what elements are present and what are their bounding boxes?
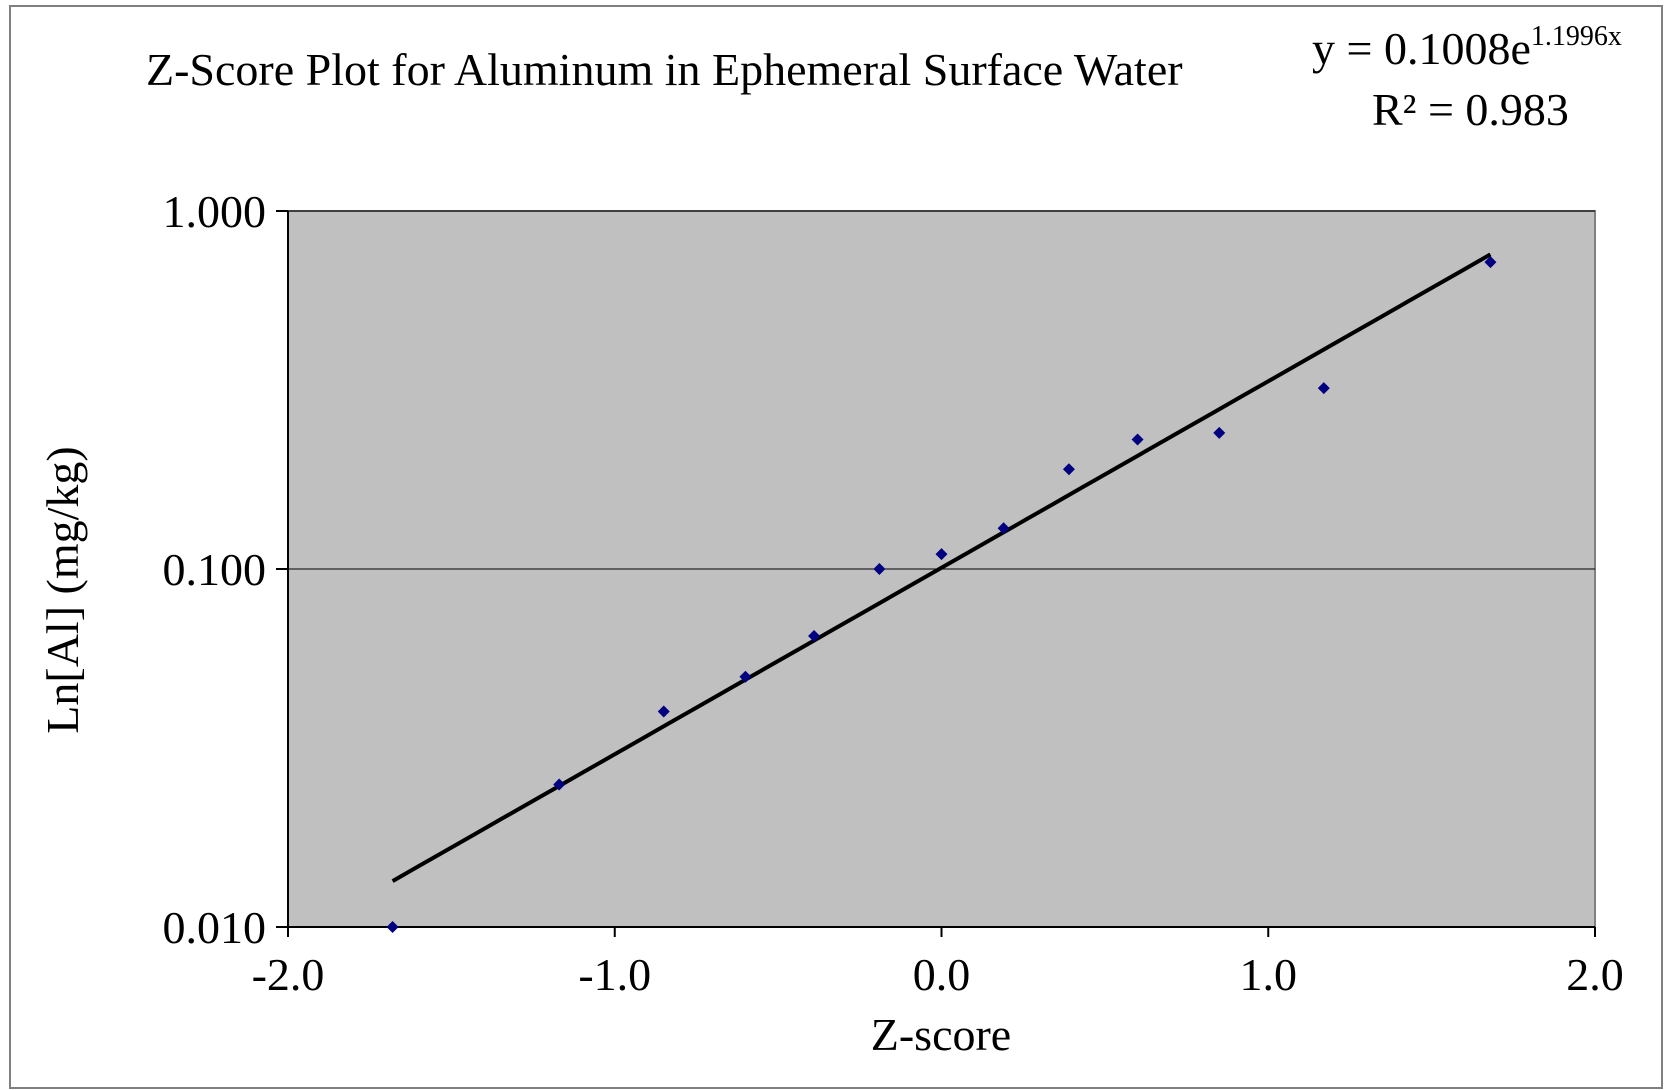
data-point [553,778,566,791]
data-markers [386,256,1497,933]
chart-title: Z-Score Plot for Aluminum in Ephemeral S… [146,44,1183,95]
data-point [808,629,821,642]
data-point [1317,382,1330,395]
x-axis-label: Z-score [871,1009,1011,1060]
data-point [657,705,670,718]
data-point [1484,256,1497,269]
trendline [391,252,1492,883]
y-tick-label: 0.100 [163,544,267,595]
data-point [1131,433,1144,446]
trendline-r-squared: R² = 0.983 [1372,84,1569,135]
trendline-equation-main: y = 0.1008e [1312,23,1531,74]
x-axis-ticks: -2.0 -1.0 0.0 1.0 2.0 [252,927,1624,1000]
trendline-equation: y = 0.1008e1.1996x [1312,21,1622,74]
x-tick-label: 2.0 [1566,949,1624,1000]
trendline-equation-exponent: 1.1996x [1531,21,1622,52]
x-tick-label: -2.0 [252,949,325,1000]
trendline-group [391,252,1492,883]
data-point [1213,426,1226,439]
x-tick-label: 1.0 [1240,949,1298,1000]
x-tick-label: 0.0 [913,949,971,1000]
data-point [935,548,948,561]
y-axis-label: Ln[Al] (mg/kg) [37,446,88,733]
data-point [386,921,399,933]
data-point [997,522,1010,535]
data-point [1062,463,1075,476]
y-tick-label: 1.000 [163,186,267,237]
y-axis-ticks: 0.010 0.100 1.000 [163,186,288,953]
x-tick-label: -1.0 [578,949,651,1000]
data-point [873,563,886,575]
data-point [739,670,752,683]
y-tick-label: 0.010 [163,902,267,953]
